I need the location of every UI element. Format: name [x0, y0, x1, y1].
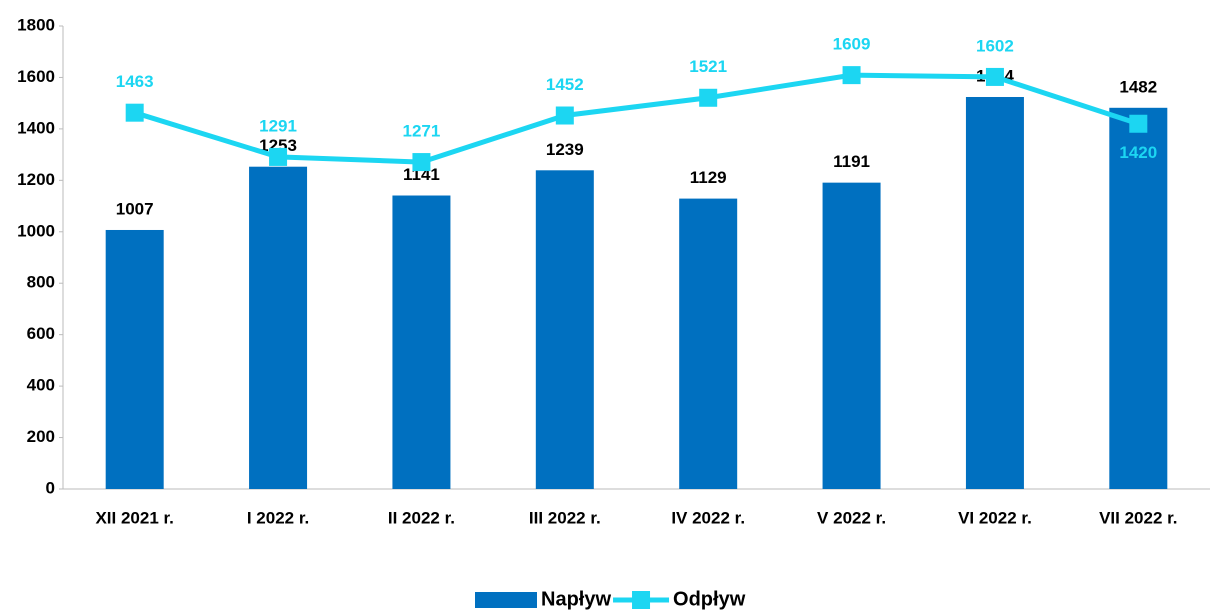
bar: [679, 198, 738, 489]
bar-value-label: 1482: [1119, 77, 1157, 96]
bar: [965, 96, 1024, 489]
line-marker: [699, 88, 718, 107]
x-tick-label: V 2022 r.: [817, 508, 886, 527]
bar: [249, 166, 308, 489]
y-tick-label: 1600: [17, 67, 55, 86]
legend-swatch: [475, 592, 537, 608]
line-marker: [985, 67, 1004, 86]
bar: [822, 182, 881, 490]
y-tick-label: 0: [46, 478, 55, 497]
bar-value-label: 1129: [690, 168, 727, 187]
bar-value-label: 1141: [403, 165, 440, 184]
line-value-label: 1452: [546, 75, 584, 94]
x-tick-label: IV 2022 r.: [671, 508, 745, 527]
y-tick-label: 1400: [17, 118, 55, 137]
line-value-label: 1291: [259, 116, 297, 135]
bar-value-label: 1191: [833, 152, 870, 171]
x-tick-label: I 2022 r.: [247, 508, 309, 527]
bar: [535, 170, 594, 489]
line-value-label: 1271: [403, 122, 441, 141]
legend-label: Napływ: [541, 588, 611, 610]
line-value-label: 1521: [689, 57, 727, 76]
x-tick-label: II 2022 r.: [388, 508, 455, 527]
line-value-label: 1602: [976, 36, 1014, 55]
line-marker: [269, 147, 288, 166]
line-marker: [1129, 114, 1148, 133]
line: [133, 72, 1140, 165]
line-marker: [412, 153, 431, 172]
y-tick-label: 1200: [17, 170, 55, 189]
y-tick-label: 1000: [17, 221, 55, 240]
bar: [1109, 107, 1168, 490]
bar: [392, 195, 451, 489]
line-marker: [125, 103, 144, 122]
x-tick-label: VII 2022 r.: [1099, 508, 1177, 527]
legend-swatch: [632, 591, 651, 609]
y-tick-label: 400: [27, 376, 55, 395]
line-value-label: 1463: [116, 72, 154, 91]
bar-value-label: 1007: [116, 199, 154, 218]
y-tick-label: 1800: [17, 15, 55, 34]
line-marker: [842, 66, 861, 85]
line-value-label: 1609: [833, 35, 871, 54]
y-tick-label: 600: [27, 324, 55, 343]
line-marker: [555, 106, 574, 125]
bar-value-label: 1239: [546, 140, 584, 159]
line-value-label: 1420: [1119, 143, 1157, 162]
x-tick-label: XII 2021 r.: [95, 508, 173, 527]
x-tick-label: VI 2022 r.: [958, 508, 1032, 527]
bar: [105, 229, 164, 489]
bar-value-label: 1253: [259, 136, 297, 155]
y-tick-label: 200: [27, 427, 55, 446]
y-tick-label: 800: [27, 273, 55, 292]
x-tick-label: III 2022 r.: [529, 508, 601, 527]
legend-label: Odpływ: [673, 588, 746, 610]
